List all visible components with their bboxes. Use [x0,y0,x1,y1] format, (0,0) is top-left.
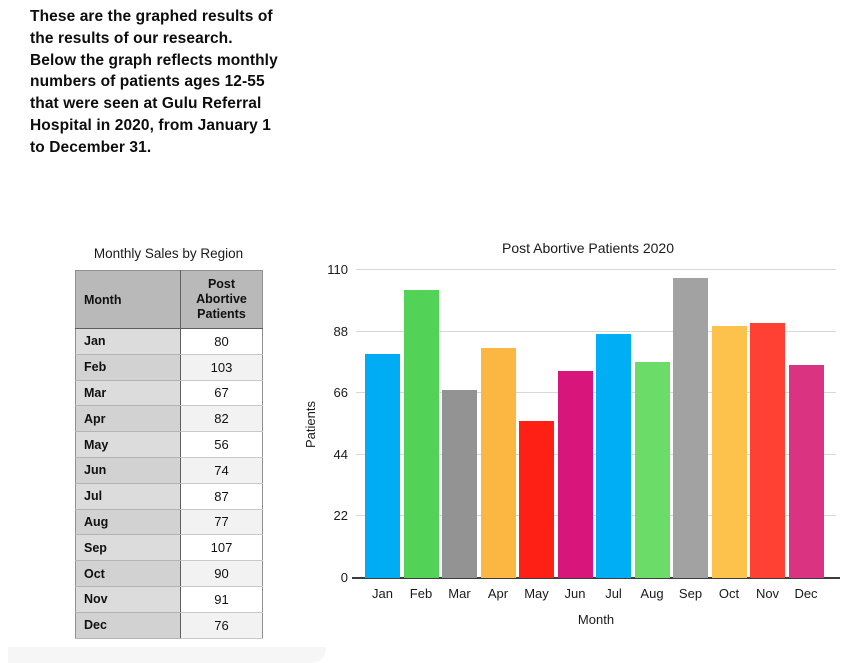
chart-title: Post Abortive Patients 2020 [502,240,674,256]
cell-month: Apr [75,405,181,433]
bar-aug [634,362,670,578]
x-tick-label: May [524,586,549,601]
x-tick-label: Mar [448,586,471,601]
bar-dec [788,365,824,578]
table-row: Jul 87 [75,483,263,510]
gridline [356,330,836,332]
intro-line: the results of our research. [30,29,233,47]
cell-month: Jul [75,483,181,510]
y-tick-label: 110 [327,262,348,277]
intro-text: These are the graphed results of the resu… [30,6,340,159]
y-tick-label: 0 [340,570,348,585]
cell-value: 103 [180,354,263,381]
intro-line: numbers of patients ages 12-55 [30,73,265,91]
bar-nov [750,323,785,578]
x-tick-label: Nov [755,586,780,601]
cell-value: 77 [180,509,263,536]
table-row: Apr 82 [75,405,263,433]
bar-chart: Post Abortive Patients 2020 Patients 0 22… [300,232,856,652]
bar-apr [480,348,516,578]
cell-month: Jan [75,328,181,355]
y-axis-ticks: 0 22 44 66 88 110 [300,263,348,585]
cell-value: 107 [180,534,263,562]
x-axis-ticks: Jan Feb Mar Apr May Jun Jul Aug Sep Oct Nov Dec [356,586,836,602]
y-tick-label: 66 [333,385,348,401]
cell-value: 80 [180,328,263,355]
data-table-body: Jan 80 Feb 103 Mar 67 Apr 82 May 56 Jun 74 Jul 87 Aug 7… [75,328,263,639]
cell-value: 87 [180,483,263,510]
cell-month: Jun [75,457,181,484]
cell-month: Aug [75,509,181,536]
page-edge-shadow [8,647,326,663]
bar-feb [403,289,439,578]
cell-month: Dec [75,612,181,639]
x-axis-label: Month [577,612,615,627]
table-row: Mar 67 [75,380,263,407]
bar-may [519,421,554,578]
cell-month: Nov [75,586,181,613]
table-row: Nov 91 [75,586,263,613]
plot-area [352,269,840,579]
data-table-head: Month Post Abortive Patients [75,270,263,329]
bar-jun [557,370,593,578]
y-tick-label: 22 [333,508,348,524]
x-tick-label: Apr [487,586,509,601]
bar-mar [442,390,477,578]
x-tick-label: Jul [605,586,622,601]
y-tick-label: 44 [333,446,348,462]
cell-value: 74 [180,457,263,484]
x-axis-line [352,577,840,579]
cell-month: Mar [75,380,181,407]
intro-line: These are the graphed results of [30,8,273,25]
intro-line: Hospital in 2020, from January 1 [30,116,271,134]
intro-line: Below the graph reflects monthly [30,51,278,69]
table-row: Jan 80 [75,328,263,355]
cell-value: 91 [180,586,263,613]
header-post-abortive-patients: Post Abortive Patients [180,270,263,329]
bar-jul [596,334,631,578]
cell-month: Feb [75,354,181,381]
cell-month: Oct [75,560,181,587]
intro-line: that were seen at Gulu Referral [30,95,262,113]
bar-sep [673,278,708,578]
cell-value: 67 [180,380,263,407]
table-row: Jun 74 [75,457,263,484]
table-row: Aug 77 [75,509,263,536]
cell-value: 90 [180,560,263,587]
cell-month: May [75,431,181,458]
cell-month: Sep [75,534,181,562]
bar-oct [711,326,747,578]
table-section: Monthly Sales by Region Month Post Abort… [75,246,263,639]
y-tick-label: 88 [333,323,348,339]
cell-value: 76 [180,612,263,639]
x-tick-label: Jan [372,586,393,601]
x-tick-label: Oct [718,586,740,601]
cell-value: 56 [180,431,263,458]
table-row: Feb 103 [75,354,263,381]
x-tick-label: Aug [640,586,664,601]
cell-value: 82 [180,405,263,433]
x-tick-label: Feb [409,586,433,601]
header-month: Month [75,270,181,329]
table-row: Oct 90 [75,560,263,587]
table-row: Sep 107 [75,534,263,562]
data-table: Month Post Abortive Patients Jan 80 Feb 103… [75,270,263,639]
x-tick-label: Jun [564,586,586,601]
table-header-row: Month Post Abortive Patients [75,270,263,329]
intro-line: to December 31. [30,138,152,156]
x-tick-label: Sep [678,586,703,601]
bar-jan [365,354,400,578]
table-row: Dec 76 [75,612,263,639]
table-title: Monthly Sales by Region [93,246,244,261]
table-row: May 56 [75,431,263,458]
x-tick-label: Dec [794,586,818,601]
gridline [356,269,836,270]
